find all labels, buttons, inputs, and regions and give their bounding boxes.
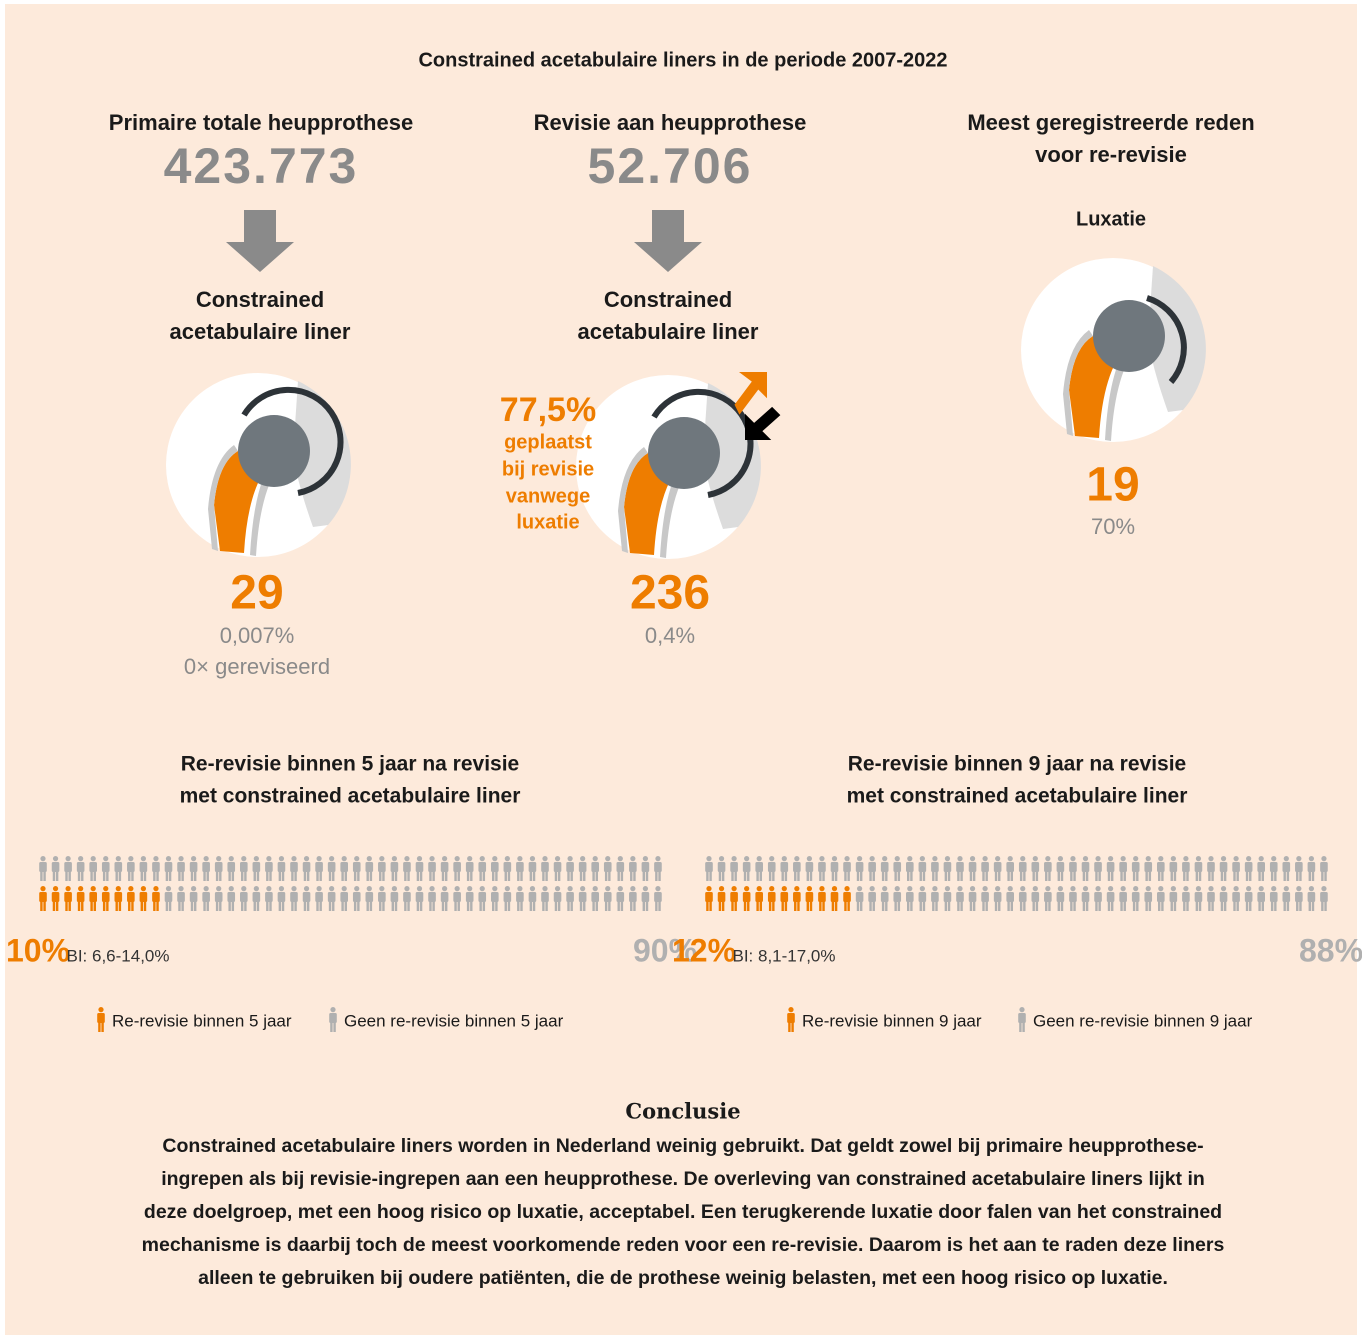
conclusion-line: ingrepen als bij revisie-ingrepen aan ee… <box>161 1168 1205 1190</box>
callout-text: luxatie <box>516 511 579 533</box>
count: 19 <box>1086 459 1139 512</box>
heading: Revisie aan heupprothese <box>534 110 807 135</box>
conclusion-line: Constrained acetabulaire liners worden i… <box>162 1135 1203 1157</box>
heading: met constrained acetabulaire liner <box>847 785 1188 808</box>
heading: voor re-revisie <box>1035 142 1187 167</box>
heading: Re-revisie binnen 9 jaar na revisie <box>848 753 1187 776</box>
total: 52.706 <box>588 138 753 194</box>
value-label: 12% <box>672 932 736 968</box>
label: Constrained <box>196 287 324 312</box>
label: acetabulaire liner <box>578 319 759 344</box>
count: 236 <box>630 567 710 620</box>
label: acetabulaire liner <box>170 319 351 344</box>
stat: 70% <box>1091 514 1135 539</box>
heading: Meest geregistreerde reden <box>967 110 1254 135</box>
conclusion-line: deze doelgroep, met een hoog risico op l… <box>144 1201 1222 1223</box>
callout-value: 77,5% <box>500 391 596 429</box>
stat: 0,007% <box>220 623 295 648</box>
stat: 0,4% <box>645 623 695 648</box>
legend-label: Geen re-revisie binnen 5 jaar <box>344 1011 564 1030</box>
conclusion-line: mechanisme is daarbij toch de meest voor… <box>142 1234 1225 1256</box>
infographic: Constrained acetabulaire liners in de pe… <box>0 0 1362 1341</box>
heading: met constrained acetabulaire liner <box>180 785 521 808</box>
legend-label: Re-revisie binnen 5 jaar <box>112 1011 292 1030</box>
conclusion-line: alleen te gebruiken bij oudere patiënten… <box>198 1267 1168 1289</box>
callout-text: geplaatst <box>504 431 592 453</box>
label: Constrained <box>604 287 732 312</box>
stat: 0× gereviseerd <box>184 654 330 679</box>
heading: Primaire totale heupprothese <box>109 110 413 135</box>
callout-text: vanwege <box>506 485 590 507</box>
legend-label: Re-revisie binnen 9 jaar <box>802 1011 982 1030</box>
reason: Luxatie <box>1076 208 1146 230</box>
ci: BI: 8,1-17,0% <box>732 946 835 965</box>
count: 29 <box>230 567 283 620</box>
value-label: 10% <box>6 932 70 968</box>
total: 423.773 <box>164 138 359 194</box>
legend-label: Geen re-revisie binnen 9 jaar <box>1033 1011 1253 1030</box>
ci: BI: 6,6-14,0% <box>66 946 169 965</box>
conclusion-heading: Conclusie <box>625 1099 740 1124</box>
callout-text: bij revisie <box>502 458 594 480</box>
title: Constrained acetabulaire liners in de pe… <box>418 49 947 71</box>
rest-label: 88% <box>1299 932 1362 968</box>
heading: Re-revisie binnen 5 jaar na revisie <box>181 753 520 776</box>
